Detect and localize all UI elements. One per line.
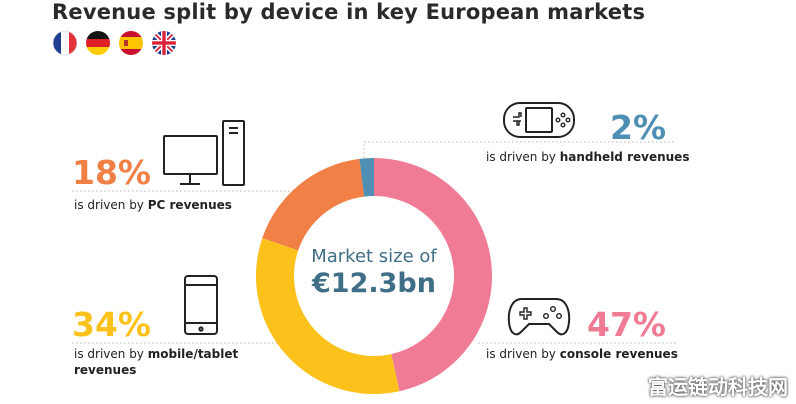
donut-slices: [256, 158, 493, 395]
slice-handheld: [359, 158, 374, 197]
watermark: 富运链动科技网: [648, 375, 788, 399]
console-description: is driven by console revenues: [486, 346, 678, 362]
handheld-connector: [363, 141, 676, 158]
france-flag-icon: [52, 30, 78, 56]
spain-flag-icon: [119, 31, 143, 55]
mobile-desc-bold2: revenues: [74, 363, 137, 377]
pc-percentage: 18%: [72, 153, 151, 192]
desktop-pc-icon: [163, 120, 245, 186]
mobile-desc-prefix: is driven by: [74, 347, 148, 361]
mobile-desc-bold: mobile/tablet: [147, 347, 239, 361]
console-percentage: 47%: [587, 305, 666, 344]
handheld-desc-prefix: is driven by: [486, 150, 560, 164]
mobile-description: is driven by mobile/tablet revenues: [74, 346, 238, 378]
handheld-console-icon: [503, 102, 575, 138]
smartphone-icon: [184, 275, 218, 335]
slice-mobile-tablet: [256, 238, 400, 395]
pc-desc-bold: PC revenues: [147, 198, 232, 212]
germany-flag-icon: [86, 31, 110, 55]
handheld-description: is driven by handheld revenues: [486, 149, 689, 165]
slice-console: [374, 158, 493, 392]
chart-title: Revenue split by device in key European …: [52, 0, 646, 24]
pc-description: is driven by PC revenues: [74, 197, 232, 213]
handheld-desc-bold: handheld revenues: [559, 150, 690, 164]
console-desc-prefix: is driven by: [486, 347, 560, 361]
market-size-label: Market size of: [311, 246, 437, 267]
uk-flag-icon: [152, 31, 176, 55]
console-desc-bold: console revenues: [559, 347, 678, 361]
market-size-value: €12.3bn: [312, 268, 436, 299]
handheld-percentage: 2%: [610, 108, 667, 147]
mobile-percentage: 34%: [72, 305, 151, 344]
pc-desc-prefix: is driven by: [74, 198, 148, 212]
gamepad-icon: [507, 298, 571, 336]
slice-pc: [262, 158, 365, 251]
